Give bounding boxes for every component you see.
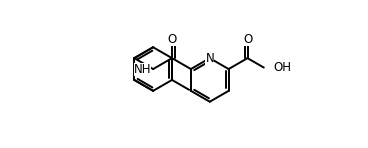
Text: OH: OH	[274, 61, 292, 74]
Text: O: O	[243, 33, 252, 46]
Text: N: N	[205, 52, 214, 65]
Text: O: O	[167, 33, 177, 46]
Text: NH: NH	[134, 63, 151, 75]
